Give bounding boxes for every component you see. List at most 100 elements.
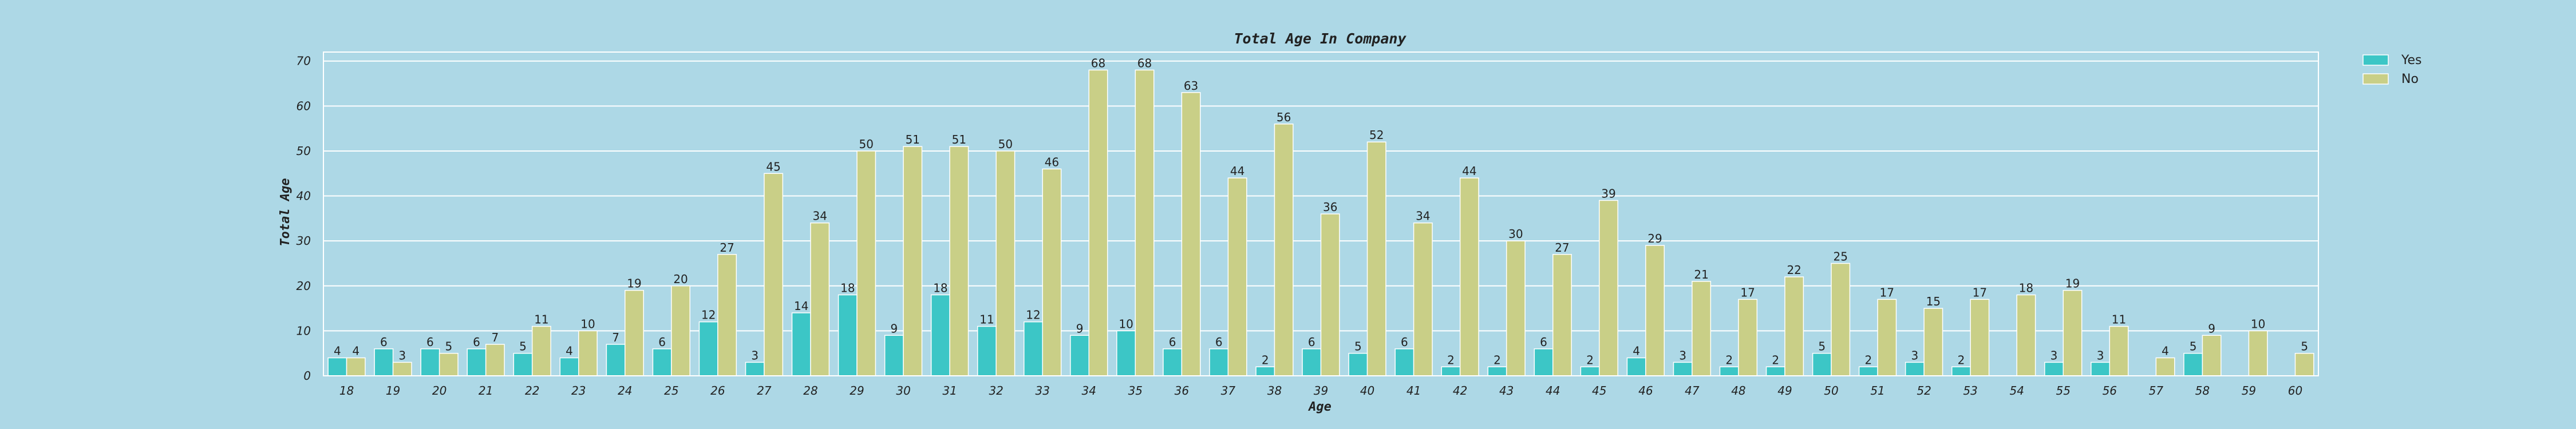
x-tick-label: 21 <box>479 384 493 398</box>
bar-no <box>2202 335 2222 376</box>
y-axis-label: Total Age <box>278 178 293 246</box>
bar-value-label: 10 <box>1119 317 1133 331</box>
bar-value-label: 50 <box>998 137 1013 151</box>
bar-value-label: 11 <box>2112 313 2126 327</box>
bar-no <box>995 150 1016 376</box>
x-tick-label: 33 <box>1035 384 1049 398</box>
bar-yes <box>1765 366 1785 376</box>
bar-yes <box>1626 357 1646 376</box>
bar-no <box>1459 177 1479 376</box>
x-tick-label: 23 <box>571 384 586 398</box>
bar-no <box>1135 69 1155 376</box>
bar-yes <box>1951 366 1971 376</box>
bar-no <box>1552 254 1572 376</box>
x-tick-label: 48 <box>1731 384 1745 398</box>
bar-value-label: 11 <box>534 313 548 327</box>
bar-value-label: 68 <box>1137 56 1152 70</box>
x-tick-label: 55 <box>2056 384 2071 398</box>
x-tick-label: 28 <box>803 384 817 398</box>
bar-yes <box>1209 348 1229 376</box>
bar-no <box>1738 299 1758 376</box>
x-tick-label: 31 <box>942 384 957 398</box>
bar-value-label: 30 <box>1508 227 1523 241</box>
bar-no <box>1831 263 1851 376</box>
bar-no <box>2248 330 2268 376</box>
bar-value-label: 7 <box>612 331 619 344</box>
bar-yes <box>513 352 533 376</box>
bar-no <box>1645 245 1665 376</box>
bar-no <box>1784 276 1804 376</box>
bar-no <box>2063 289 2083 376</box>
bar-yes <box>606 344 626 376</box>
x-tick-label: 41 <box>1406 384 1421 398</box>
bar-value-label: 2 <box>1725 353 1733 367</box>
bar-value-label: 25 <box>1833 249 1847 263</box>
bar-no <box>856 150 876 376</box>
bar-value-label: 19 <box>627 277 641 291</box>
bar-yes <box>1302 348 1322 376</box>
bar-value-label: 5 <box>519 340 527 353</box>
x-tick-label: 47 <box>1685 384 1700 398</box>
bar-yes <box>1812 352 1832 376</box>
bar-value-label: 10 <box>580 317 595 331</box>
x-tick-label: 36 <box>1175 384 1189 398</box>
bar-no <box>531 325 551 376</box>
bar-yes <box>1348 352 1368 376</box>
plot-frame <box>323 51 2319 376</box>
bar-value-label: 5 <box>2190 340 2197 353</box>
bar-value-label: 19 <box>2065 277 2080 291</box>
x-tick-label: 59 <box>2242 384 2256 398</box>
bar-value-label: 21 <box>1694 268 1708 281</box>
x-tick-label: 26 <box>710 384 725 398</box>
bar-value-label: 6 <box>1169 335 1176 349</box>
bar-yes <box>420 348 440 376</box>
bar-value-label: 63 <box>1184 79 1198 93</box>
bar-no <box>485 344 505 376</box>
x-tick-label: 37 <box>1221 384 1236 398</box>
bar-no <box>764 173 784 376</box>
bar-no <box>671 285 691 376</box>
legend-label-no: No <box>2401 72 2419 86</box>
bar-yes <box>930 294 950 376</box>
bar-no <box>438 352 459 376</box>
bar-value-label: 51 <box>906 133 920 146</box>
bar-value-label: 3 <box>2097 348 2104 362</box>
bar-value-label: 20 <box>673 272 688 286</box>
bar-value-label: 14 <box>794 299 808 313</box>
y-tick-label: 70 <box>297 54 311 68</box>
bar-yes <box>1070 335 1090 376</box>
bar-value-label: 4 <box>1633 344 1640 358</box>
x-tick-label: 40 <box>1360 384 1374 398</box>
bar-value-label: 17 <box>1973 285 1987 299</box>
bar-yes <box>1858 366 1878 376</box>
x-tick-label: 58 <box>2195 384 2210 398</box>
y-tick-label: 50 <box>297 144 311 158</box>
bar-value-label: 2 <box>1447 353 1455 367</box>
bar-value-label: 5 <box>445 340 452 353</box>
bar-yes <box>745 362 765 376</box>
bar-yes <box>559 357 579 376</box>
x-tick-label: 51 <box>1870 384 1884 398</box>
bar-value-label: 27 <box>1555 241 1569 255</box>
bar-value-label: 50 <box>859 137 874 151</box>
bar-yes <box>2044 362 2064 376</box>
bar-no <box>2294 352 2314 376</box>
bar-yes <box>327 357 347 376</box>
bar-value-label: 2 <box>1586 353 1594 367</box>
bar-value-label: 9 <box>891 321 898 335</box>
bar-yes <box>2183 352 2203 376</box>
bar-yes <box>1441 366 1461 376</box>
bar-value-label: 29 <box>1647 232 1662 245</box>
bar-value-label: 6 <box>380 335 388 349</box>
bar-value-label: 6 <box>658 335 666 349</box>
x-tick-label: 34 <box>1082 384 1096 398</box>
x-tick-label: 29 <box>850 384 864 398</box>
bar-value-label: 68 <box>1091 56 1105 70</box>
y-tick-label: 60 <box>297 99 311 113</box>
bar-value-label: 2 <box>1772 353 1779 367</box>
x-tick-label: 60 <box>2288 384 2302 398</box>
bar-no <box>2016 294 2036 376</box>
bar-yes <box>1905 362 1925 376</box>
bar-no <box>1088 69 1108 376</box>
